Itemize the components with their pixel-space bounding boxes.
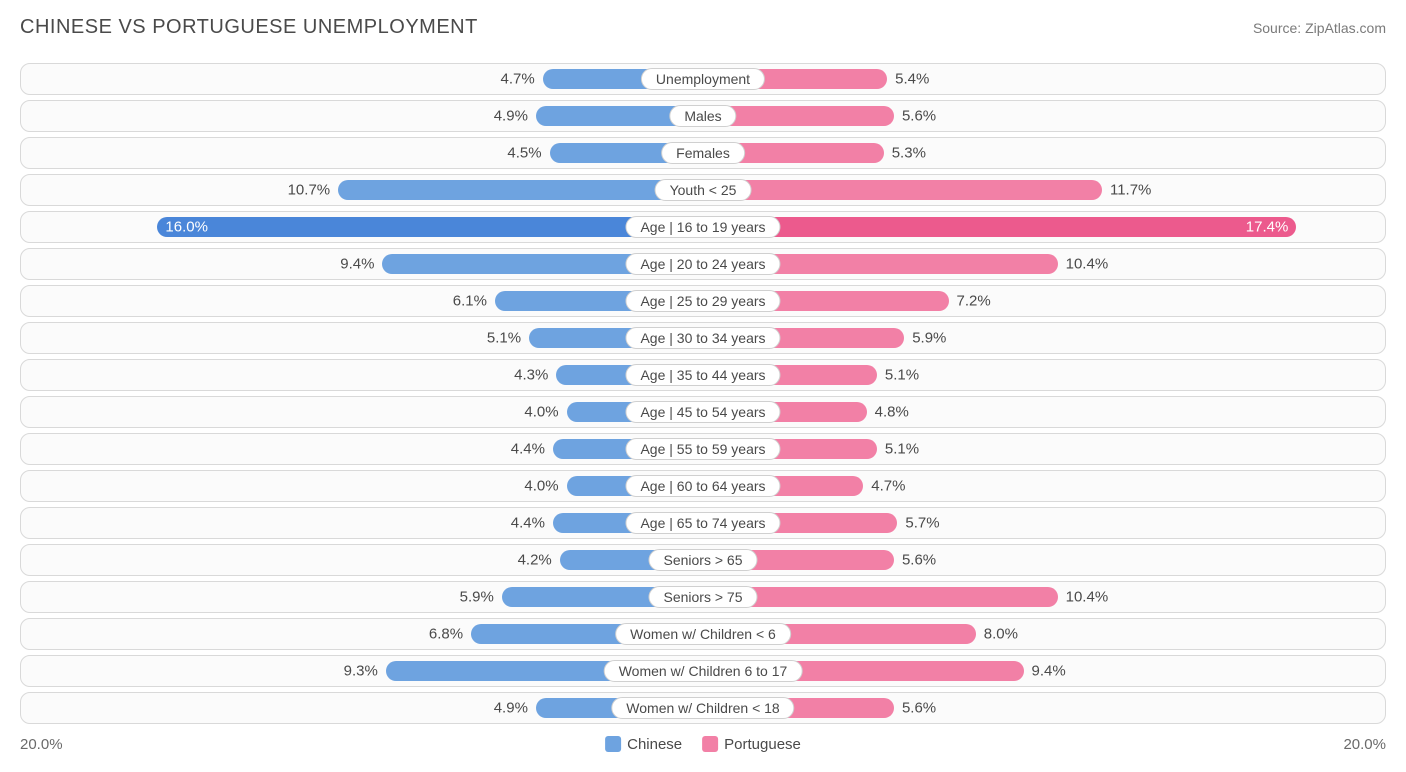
category-label: Females xyxy=(661,142,745,164)
value-left: 16.0% xyxy=(165,219,208,236)
chart-row: 6.1% 7.2% Age | 25 to 29 years xyxy=(20,285,1386,317)
bar-right xyxy=(703,180,1102,200)
value-left: 4.9% xyxy=(494,700,528,717)
category-label: Women w/ Children 6 to 17 xyxy=(604,660,803,682)
value-right: 5.9% xyxy=(912,330,946,347)
chart-row: 5.1% 5.9% Age | 30 to 34 years xyxy=(20,322,1386,354)
value-left: 4.5% xyxy=(507,145,541,162)
category-label: Age | 30 to 34 years xyxy=(625,327,780,349)
chart-row: 6.8% 8.0% Women w/ Children < 6 xyxy=(20,618,1386,650)
value-right: 5.6% xyxy=(902,108,936,125)
category-label: Age | 25 to 29 years xyxy=(625,290,780,312)
value-left: 4.2% xyxy=(518,552,552,569)
category-label: Age | 20 to 24 years xyxy=(625,253,780,275)
chart-row: 4.2% 5.6% Seniors > 65 xyxy=(20,544,1386,576)
value-right: 4.7% xyxy=(871,478,905,495)
value-left: 4.0% xyxy=(524,478,558,495)
category-label: Age | 35 to 44 years xyxy=(625,364,780,386)
chart-row: 4.0% 4.7% Age | 60 to 64 years xyxy=(20,470,1386,502)
diverging-bar-chart: 4.7% 5.4% Unemployment 4.9% 5.6% Males 4.5% 5.3… xyxy=(20,63,1386,724)
category-label: Women w/ Children < 18 xyxy=(611,697,794,719)
value-right: 5.1% xyxy=(885,441,919,458)
value-right: 5.1% xyxy=(885,367,919,384)
value-left: 9.3% xyxy=(344,663,378,680)
value-right: 5.6% xyxy=(902,552,936,569)
value-left: 5.9% xyxy=(460,589,494,606)
legend-swatch xyxy=(605,736,621,752)
category-label: Seniors > 75 xyxy=(649,586,758,608)
value-right: 10.4% xyxy=(1066,589,1109,606)
axis-max-left: 20.0% xyxy=(20,736,63,753)
value-right: 4.8% xyxy=(875,404,909,421)
value-right: 5.6% xyxy=(902,700,936,717)
bar-left: 16.0% xyxy=(157,217,703,237)
value-left: 4.7% xyxy=(501,71,535,88)
legend-label: Portuguese xyxy=(724,736,801,753)
chart-row: 4.7% 5.4% Unemployment xyxy=(20,63,1386,95)
value-right: 5.3% xyxy=(892,145,926,162)
value-left: 4.4% xyxy=(511,515,545,532)
chart-row: 4.0% 4.8% Age | 45 to 54 years xyxy=(20,396,1386,428)
category-label: Age | 16 to 19 years xyxy=(625,216,780,238)
value-right: 5.4% xyxy=(895,71,929,88)
chart-header: CHINESE VS PORTUGUESE UNEMPLOYMENT Sourc… xyxy=(20,16,1386,39)
value-right: 10.4% xyxy=(1066,256,1109,273)
value-right: 8.0% xyxy=(984,626,1018,643)
category-label: Age | 45 to 54 years xyxy=(625,401,780,423)
value-left: 10.7% xyxy=(288,182,331,199)
category-label: Age | 55 to 59 years xyxy=(625,438,780,460)
legend-item: Portuguese xyxy=(702,736,801,753)
legend-item: Chinese xyxy=(605,736,682,753)
chart-source: Source: ZipAtlas.com xyxy=(1253,20,1386,36)
chart-footer: 20.0% Chinese Portuguese 20.0% xyxy=(20,732,1386,756)
value-left: 6.1% xyxy=(453,293,487,310)
chart-row: 16.0% 17.4% Age | 16 to 19 years xyxy=(20,211,1386,243)
value-left: 4.0% xyxy=(524,404,558,421)
value-right: 7.2% xyxy=(957,293,991,310)
chart-title: CHINESE VS PORTUGUESE UNEMPLOYMENT xyxy=(20,16,478,39)
chart-row: 10.7% 11.7% Youth < 25 xyxy=(20,174,1386,206)
value-right: 11.7% xyxy=(1110,182,1151,199)
category-label: Women w/ Children < 6 xyxy=(615,623,791,645)
chart-row: 4.4% 5.7% Age | 65 to 74 years xyxy=(20,507,1386,539)
chart-row: 5.9% 10.4% Seniors > 75 xyxy=(20,581,1386,613)
chart-row: 4.4% 5.1% Age | 55 to 59 years xyxy=(20,433,1386,465)
value-left: 5.1% xyxy=(487,330,521,347)
chart-row: 9.4% 10.4% Age | 20 to 24 years xyxy=(20,248,1386,280)
chart-row: 4.5% 5.3% Females xyxy=(20,137,1386,169)
category-label: Unemployment xyxy=(641,68,765,90)
legend: Chinese Portuguese xyxy=(605,736,801,753)
value-left: 4.9% xyxy=(494,108,528,125)
chart-row: 9.3% 9.4% Women w/ Children 6 to 17 xyxy=(20,655,1386,687)
value-left: 6.8% xyxy=(429,626,463,643)
bar-left xyxy=(338,180,703,200)
value-right: 17.4% xyxy=(1246,219,1289,236)
value-left: 4.3% xyxy=(514,367,548,384)
category-label: Age | 65 to 74 years xyxy=(625,512,780,534)
legend-label: Chinese xyxy=(627,736,682,753)
category-label: Youth < 25 xyxy=(655,179,752,201)
category-label: Males xyxy=(669,105,736,127)
category-label: Age | 60 to 64 years xyxy=(625,475,780,497)
value-left: 4.4% xyxy=(511,441,545,458)
value-right: 5.7% xyxy=(905,515,939,532)
chart-row: 4.9% 5.6% Males xyxy=(20,100,1386,132)
value-right: 9.4% xyxy=(1032,663,1066,680)
legend-swatch xyxy=(702,736,718,752)
axis-max-right: 20.0% xyxy=(1343,736,1386,753)
chart-row: 4.3% 5.1% Age | 35 to 44 years xyxy=(20,359,1386,391)
bar-right: 17.4% xyxy=(703,217,1296,237)
category-label: Seniors > 65 xyxy=(649,549,758,571)
value-left: 9.4% xyxy=(340,256,374,273)
chart-row: 4.9% 5.6% Women w/ Children < 18 xyxy=(20,692,1386,724)
